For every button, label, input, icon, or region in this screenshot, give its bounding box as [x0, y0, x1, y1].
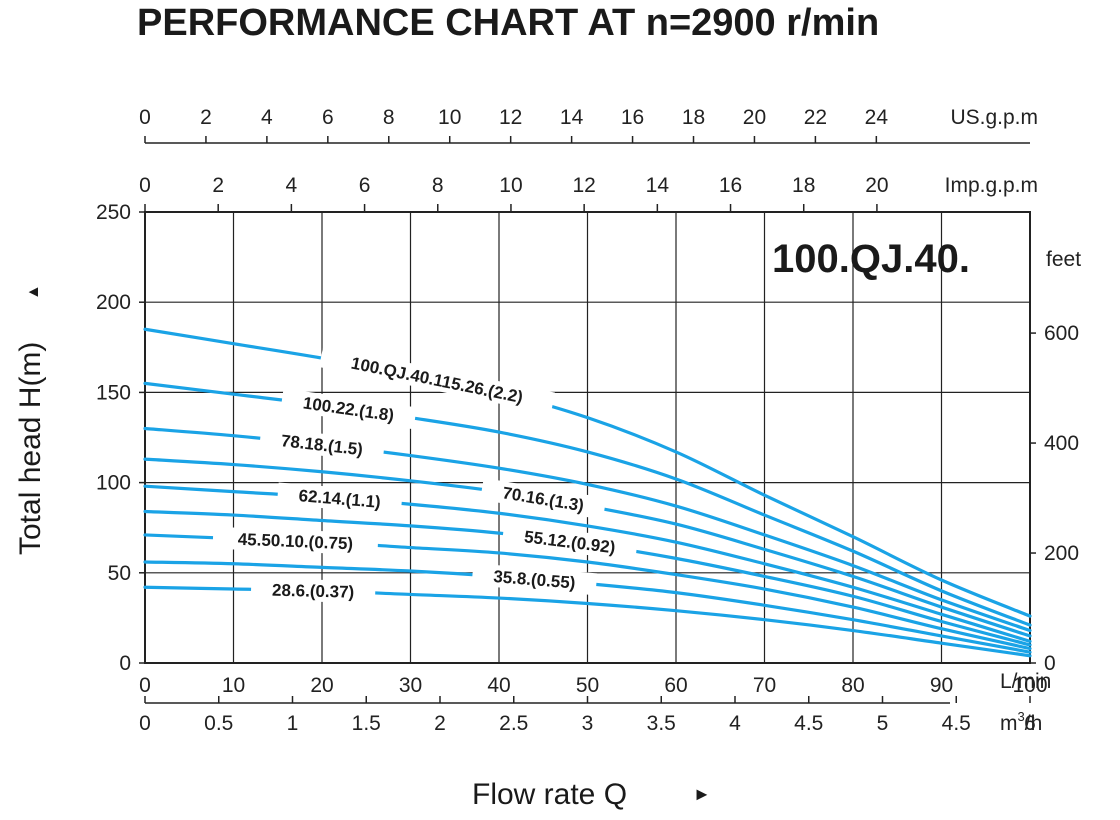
imp-gpm-tick-label: 12 [572, 174, 595, 197]
us-gpm-tick-label: 20 [743, 106, 766, 129]
curve-label-group: 35.8.(0.55) [471, 563, 598, 596]
feet-unit-label: feet [1046, 248, 1081, 271]
y-tick-label: 200 [96, 291, 131, 314]
m3h-tick-label: 3.5 [647, 712, 676, 735]
m3h-tick-label: 1.5 [352, 712, 381, 735]
chart-title: PERFORMANCE CHART AT n=2900 r/min [137, 2, 879, 44]
imp-gpm-tick-label: 2 [212, 174, 224, 197]
feet-tick-label: 400 [1044, 432, 1079, 455]
x-axis-arrow-icon: ► [693, 784, 711, 804]
us-gpm-tick-label: 12 [499, 106, 522, 129]
us-gpm-tick-label: 14 [560, 106, 584, 129]
imp-gpm-tick-label: 18 [792, 174, 815, 197]
us-gpm-tick-label: 24 [865, 106, 889, 129]
us-gpm-tick-label: 10 [438, 106, 461, 129]
us-gpm-tick-label: 0 [139, 106, 151, 129]
us-gpm-tick-label: 8 [383, 106, 395, 129]
us-gpm-unit-label: US.g.p.m [950, 106, 1038, 129]
imp-gpm-tick-label: 20 [865, 174, 888, 197]
x-tick-label: 0 [139, 674, 151, 697]
y-tick-label: 0 [119, 652, 131, 675]
m3h-tick-label: 0.5 [204, 712, 233, 735]
us-gpm-tick-label: 4 [261, 106, 273, 129]
x-tick-label: 100 [1012, 674, 1047, 697]
x-tick-label: 80 [841, 674, 864, 697]
y-tick-label: 100 [96, 472, 131, 495]
imp-gpm-tick-label: 0 [139, 174, 151, 197]
curve-label: 45.50.10.(0.75) [237, 530, 353, 554]
m3h-tick-label: 2 [434, 712, 446, 735]
imp-gpm-tick-label: 16 [719, 174, 742, 197]
us-gpm-tick-label: 22 [804, 106, 827, 129]
y-tick-label: 250 [96, 201, 131, 224]
curve-label-background [471, 563, 598, 596]
curve-label-group: 62.14.(1.1) [276, 482, 403, 515]
x-tick-label: 30 [399, 674, 422, 697]
us-gpm-tick-label: 6 [322, 106, 334, 129]
x-tick-label: 40 [487, 674, 510, 697]
m3h-tick-label: 4.5 [942, 712, 971, 735]
curve-label-background [276, 482, 403, 515]
y-tick-label: 50 [108, 562, 131, 585]
curve-line [143, 327, 1032, 618]
curve-label-background [250, 578, 376, 604]
curve-label-group: 45.50.10.(0.75) [212, 526, 379, 556]
x-tick-label: 20 [310, 674, 333, 697]
m3h-tick-label: 3 [582, 712, 594, 735]
imp-gpm-unit-label: Imp.g.p.m [945, 174, 1038, 197]
imp-gpm-tick-label: 14 [646, 174, 670, 197]
y-axis-title-text: Total head H(m) [14, 342, 47, 555]
curve-label-background [480, 477, 607, 520]
feet-tick-label: 200 [1044, 542, 1079, 565]
x-tick-label: 90 [930, 674, 953, 697]
plot-frame [144, 211, 1031, 664]
imp-gpm-tick-label: 8 [432, 174, 444, 197]
x-tick-label: 70 [753, 674, 776, 697]
m3h-tick-label: 5 [877, 712, 889, 735]
curve-label-background [212, 526, 379, 556]
m3h-tick-label: 6 [1024, 712, 1036, 735]
m3h-tick-label: 4 [729, 712, 741, 735]
curve-label-background [319, 345, 556, 415]
imp-gpm-tick-label: 4 [286, 174, 298, 197]
y-axis-title: Total head H(m) ▲ [14, 284, 47, 555]
curve-label-background [501, 522, 638, 561]
curve-label-layer: 100.QJ.40.115.26.(2.2)100.22.(1.8)78.18.… [212, 345, 638, 604]
x-axis-title: Flow rate Q [472, 778, 627, 811]
m3h-tick-label: 1 [287, 712, 299, 735]
x-tick-label: 60 [664, 674, 687, 697]
curve-label-background [280, 388, 417, 430]
feet-tick-label: 0 [1044, 652, 1056, 675]
y-tick-label: 150 [96, 381, 131, 404]
x-unit-label: L/min [1000, 670, 1051, 693]
curve-label-background [259, 426, 385, 463]
imp-gpm-tick-label: 10 [499, 174, 522, 197]
us-gpm-tick-label: 18 [682, 106, 705, 129]
imp-gpm-tick-label: 6 [359, 174, 371, 197]
m3h-tick-label: 4.5 [794, 712, 823, 735]
m3h-tick-label: 0 [139, 712, 151, 735]
curve-label-group: 100.22.(1.8) [280, 388, 417, 430]
curve-label: 28.6.(0.37) [272, 581, 355, 602]
us-gpm-tick-label: 2 [200, 106, 212, 129]
x-tick-label: 10 [222, 674, 245, 697]
curve-label: 100.QJ.40.115.26.(2.2) [349, 353, 524, 407]
m3h-tick-label: 2.5 [499, 712, 528, 735]
y-axis-arrow-icon: ▲ [25, 284, 42, 300]
feet-tick-label: 600 [1044, 322, 1079, 345]
m3h-unit-label: m3/h [1000, 709, 1042, 735]
us-gpm-tick-label: 16 [621, 106, 644, 129]
curve-label-group: 28.6.(0.37) [250, 578, 376, 604]
x-tick-label: 50 [576, 674, 599, 697]
model-label: 100.QJ.40. [772, 237, 970, 281]
